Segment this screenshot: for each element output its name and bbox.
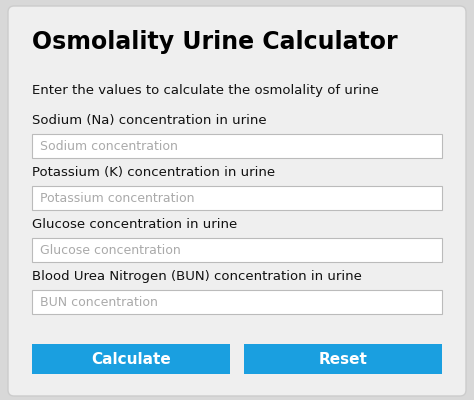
Text: Potassium concentration: Potassium concentration [40,192,194,204]
Text: Potassium (K) concentration in urine: Potassium (K) concentration in urine [32,166,275,179]
Text: Blood Urea Nitrogen (BUN) concentration in urine: Blood Urea Nitrogen (BUN) concentration … [32,270,362,283]
Bar [32,238,442,262]
Text: Sodium concentration: Sodium concentration [40,140,178,152]
Text: Glucose concentration: Glucose concentration [40,244,181,256]
Text: Enter the values to calculate the osmolality of urine: Enter the values to calculate the osmola… [32,84,379,97]
Bar [244,344,442,374]
FancyBboxPatch shape [8,6,466,396]
Text: Calculate: Calculate [91,352,171,366]
Text: Reset: Reset [319,352,367,366]
Text: Osmolality Urine Calculator: Osmolality Urine Calculator [32,30,398,54]
Bar [32,290,442,314]
Text: Sodium (Na) concentration in urine: Sodium (Na) concentration in urine [32,114,266,127]
Bar [32,344,230,374]
Text: Glucose concentration in urine: Glucose concentration in urine [32,218,237,231]
Bar [32,134,442,158]
Text: BUN concentration: BUN concentration [40,296,158,308]
Bar [32,186,442,210]
